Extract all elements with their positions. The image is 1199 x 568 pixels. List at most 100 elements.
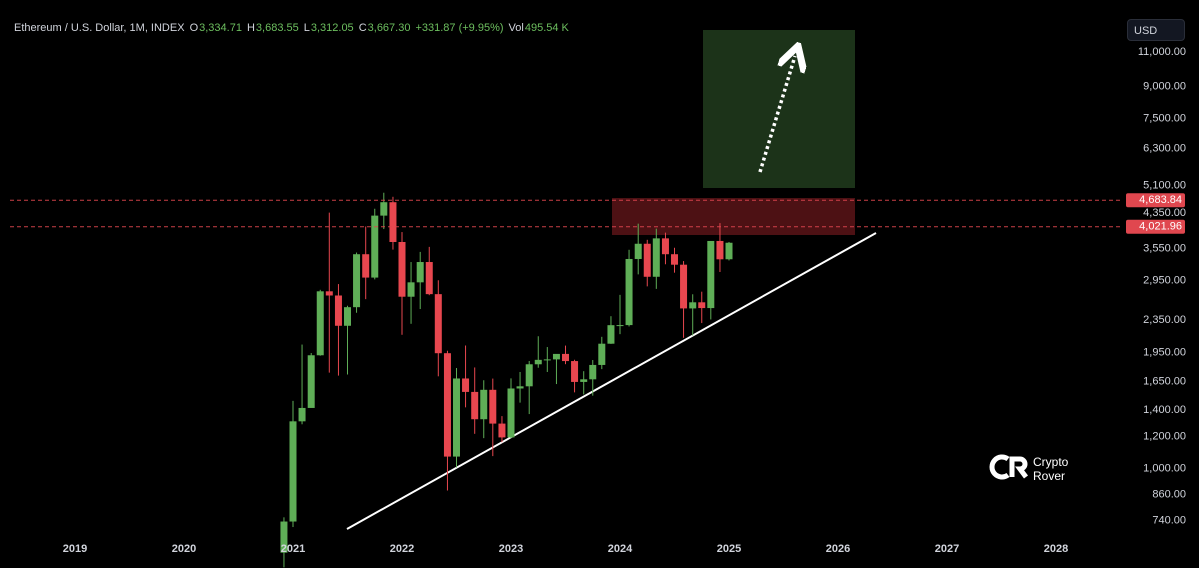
y-tick-label: 1,000.00 xyxy=(1143,462,1186,474)
candle-body xyxy=(389,202,397,243)
y-tick-label: 1,200.00 xyxy=(1143,431,1186,443)
candle-body xyxy=(634,243,642,259)
ohlc-label: H xyxy=(246,22,255,34)
arrow xyxy=(758,56,795,173)
y-tick-label: 860.00 xyxy=(1152,489,1186,501)
level-label: 4,683.84 xyxy=(1139,194,1182,206)
ohlc-value: 3,667.30 xyxy=(367,22,411,34)
legend-header: Ethereum / U.S. Dollar, 1M, INDEX O3,334.… xyxy=(14,22,574,34)
x-tick-label: 2026 xyxy=(826,543,850,555)
volume-value: 495.54 K xyxy=(524,22,569,34)
candle-body xyxy=(525,364,533,387)
x-tick-label: 2022 xyxy=(390,543,414,555)
candle-body xyxy=(562,353,570,362)
ohlc-value: 3,312.05 xyxy=(310,22,354,34)
candle-body xyxy=(316,291,324,356)
y-tick-label: 2,350.00 xyxy=(1143,314,1186,326)
candle-body xyxy=(289,421,297,522)
candle-body xyxy=(661,238,669,255)
candle-body xyxy=(543,359,551,361)
x-tick-label: 2019 xyxy=(63,543,87,555)
candle-body xyxy=(725,242,733,260)
candle-body xyxy=(571,361,579,382)
x-tick-label: 2025 xyxy=(717,543,741,555)
ohlc-label: L xyxy=(303,22,310,34)
candle-body xyxy=(507,388,515,438)
candle-body xyxy=(616,325,624,327)
candle-body xyxy=(307,355,315,408)
y-tick-label: 1,650.00 xyxy=(1143,375,1186,387)
level-label: 4,021.96 xyxy=(1139,221,1182,233)
candle-body xyxy=(625,258,633,326)
trend-line xyxy=(346,232,877,530)
candle-body xyxy=(552,353,560,360)
candle-body xyxy=(707,240,715,309)
target-zone xyxy=(703,30,855,188)
candle-body xyxy=(398,242,406,297)
y-tick-label: 9,000.00 xyxy=(1143,81,1186,93)
level-label-box xyxy=(1126,193,1185,208)
y-tick-label: 3,550.00 xyxy=(1143,242,1186,254)
candle-body xyxy=(298,407,306,422)
y-tick-label: 2,950.00 xyxy=(1143,274,1186,286)
candle-body xyxy=(407,282,415,297)
candle-body xyxy=(353,254,361,308)
candle-body xyxy=(471,391,479,420)
y-tick-label: 7,500.00 xyxy=(1143,112,1186,124)
y-tick-label: 1,400.00 xyxy=(1143,404,1186,416)
y-tick-label: 1,950.00 xyxy=(1143,346,1186,358)
candle-body xyxy=(580,379,588,382)
symbol-title: Ethereum / U.S. Dollar, 1M, INDEX xyxy=(14,22,185,34)
candle-body xyxy=(716,240,724,260)
resistance-zone xyxy=(612,198,855,235)
y-tick-label: 11,000.00 xyxy=(1138,46,1186,58)
candle-body xyxy=(334,295,342,326)
candle-body xyxy=(489,389,497,424)
candle-body xyxy=(416,262,424,283)
candle-body xyxy=(643,243,651,277)
candle-body xyxy=(498,423,506,438)
change: +331.87 (+9.95%) xyxy=(415,22,504,34)
candle-body xyxy=(280,521,288,553)
candle-body xyxy=(362,254,370,278)
candle-body xyxy=(671,254,679,265)
x-tick-label: 2023 xyxy=(499,543,523,555)
candle-body xyxy=(434,294,442,354)
x-tick-label: 2027 xyxy=(935,543,959,555)
y-tick-label: 740.00 xyxy=(1152,515,1186,527)
y-tick-label: 6,300.00 xyxy=(1143,143,1186,155)
candle-body xyxy=(698,302,706,309)
candle-body xyxy=(453,378,461,457)
candle-body xyxy=(598,343,606,365)
candle-body xyxy=(425,262,433,295)
currency-button[interactable]: USD xyxy=(1127,19,1185,41)
level-label-box xyxy=(1126,219,1185,234)
x-tick-label: 2024 xyxy=(608,543,633,555)
ohlc-label: C xyxy=(358,22,367,34)
x-tick-label: 2028 xyxy=(1044,543,1068,555)
candle-body xyxy=(371,215,379,278)
watermark-text: Crypto xyxy=(1033,455,1069,469)
candle-body xyxy=(689,302,697,309)
ohlc-value: 3,334.71 xyxy=(199,22,242,34)
candle-body xyxy=(516,386,524,389)
watermark: Crypto Rover xyxy=(989,454,1069,483)
volume-label: Vol xyxy=(508,22,524,34)
candle-body xyxy=(480,389,488,420)
ohlc-label: O xyxy=(189,22,199,34)
candle-body xyxy=(380,202,388,216)
candle-body xyxy=(607,325,615,344)
candle-body xyxy=(443,353,451,457)
x-tick-label: 2021 xyxy=(281,543,305,555)
ohlc-value: 3,683.55 xyxy=(255,22,299,34)
candle-body xyxy=(680,264,688,309)
candle-body xyxy=(462,378,470,392)
candle-body xyxy=(652,238,660,277)
watermark-text: Rover xyxy=(1033,469,1065,483)
y-tick-label: 5,100.00 xyxy=(1143,179,1186,191)
candle-body xyxy=(343,307,351,326)
candle-body xyxy=(589,364,597,380)
x-tick-label: 2020 xyxy=(172,543,196,555)
